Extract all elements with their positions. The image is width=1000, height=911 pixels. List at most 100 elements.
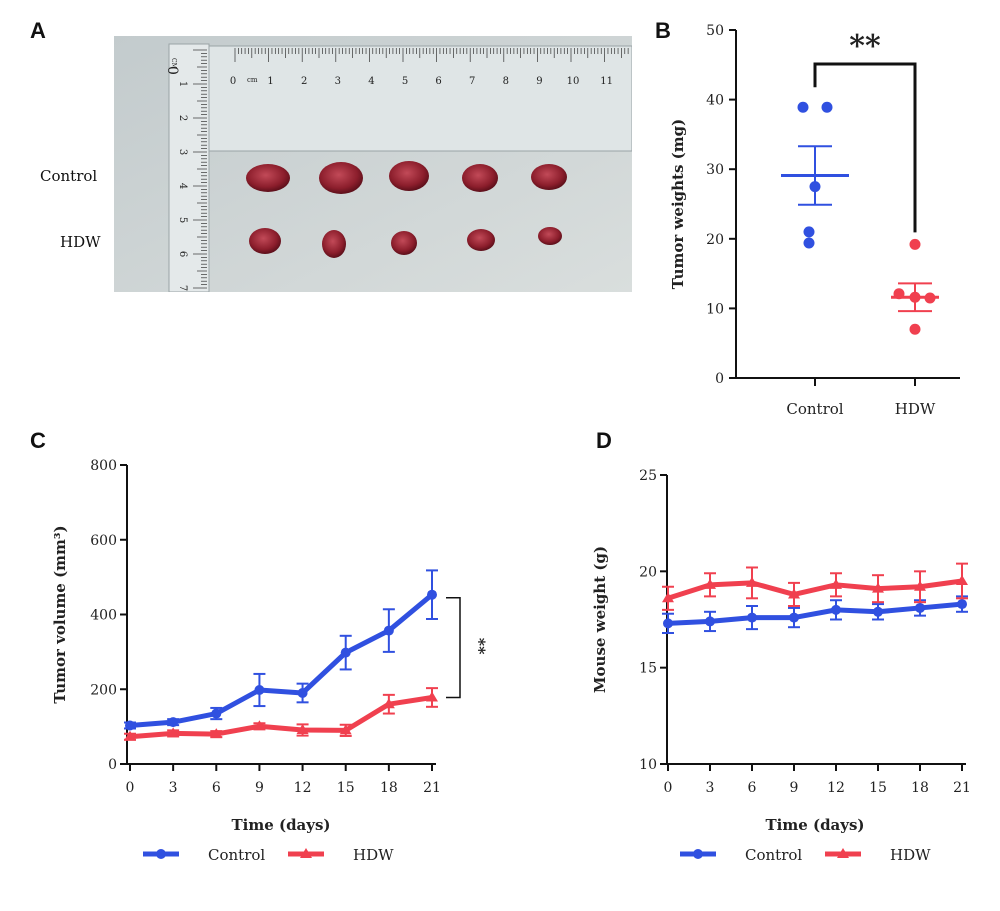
ruler-h-label: 2 (301, 76, 307, 87)
d-point-hdw (662, 592, 674, 603)
c-y-tick-label: 0 (108, 757, 117, 773)
c-y-tick-label: 400 (90, 608, 117, 624)
c-legend-label-hdw: HDW (353, 846, 394, 864)
c-point-hdw (382, 698, 395, 709)
d-legend-label-hdw: HDW (890, 846, 931, 864)
b-data-point-control (821, 101, 833, 113)
d-point-control (747, 612, 757, 623)
c-x-tick-label: 0 (126, 780, 135, 796)
tumor-control-2 (319, 162, 363, 194)
c-point-hdw (253, 720, 266, 731)
d-point-hdw (872, 582, 884, 593)
c-point-control (427, 589, 437, 600)
vertical-ruler: 1 2 3 4 5 6 7 (177, 49, 207, 291)
d-point-control (831, 604, 841, 615)
b-y-tick-label: 30 (706, 162, 724, 178)
ruler-h-label: 3 (335, 76, 341, 87)
c-point-control (125, 720, 135, 731)
c-point-control (254, 684, 265, 695)
ruler-h-label: 10 (567, 76, 580, 87)
horizontal-ruler: 0 1 2 3 4 5 6 7 8 9 10 11 cm (230, 48, 629, 87)
panel-a-letter: A (30, 18, 46, 43)
b-data-point-hdw (909, 291, 921, 303)
c-legend-label-control: Control (208, 846, 265, 864)
c-x-tick-label: 9 (255, 780, 264, 796)
b-y-axis-label: Tumor weights (mg) (669, 119, 687, 289)
ruler-v-label: 7 (177, 285, 188, 291)
b-data-point-hdw (909, 323, 921, 335)
ruler-v-label: 2 (177, 115, 188, 121)
ruler-h-label: 9 (536, 76, 542, 87)
panel-c-letter: C (30, 428, 46, 453)
tumor-photo: 0 1 2 3 4 5 6 7 8 9 10 11 cm 1 2 3 4 5 6 7 0 CM (114, 36, 632, 292)
b-significance-bracket (813, 62, 917, 233)
ruler-h-label: 6 (435, 76, 441, 87)
d-y-tick-label: 10 (639, 757, 657, 773)
b-y-tick-label: 40 (706, 93, 724, 109)
b-y-tick-label: 50 (706, 23, 724, 39)
photo-row-label-control: Control (40, 167, 98, 185)
c-x-tick-label: 15 (337, 780, 355, 796)
ruler-h-label: 4 (368, 76, 374, 87)
c-series-line-hdw (129, 695, 433, 740)
c-point-control (211, 708, 222, 719)
ruler-v-label: 6 (177, 251, 188, 257)
d-x-tick-label: 6 (748, 780, 757, 796)
c-point-control (168, 717, 179, 728)
d-x-tick-label: 18 (911, 780, 929, 796)
d-point-control (789, 612, 799, 623)
d-point-control (957, 599, 967, 610)
c-x-tick-label: 21 (423, 780, 441, 796)
b-y-tick-label: 0 (715, 371, 724, 387)
ruler-v-unit: CM (170, 58, 177, 69)
b-data-point-control (803, 237, 815, 249)
d-x-tick-label: 3 (706, 780, 715, 796)
c-y-tick-label: 600 (90, 533, 117, 549)
c-x-tick-label: 6 (212, 780, 221, 796)
d-x-axis-label: Time (days) (765, 816, 864, 834)
d-x-tick-label: 9 (790, 780, 799, 796)
c-x-tick-label: 18 (380, 780, 398, 796)
d-point-hdw (788, 588, 800, 599)
d-y-tick-label: 20 (639, 564, 657, 580)
c-point-hdw (426, 691, 438, 702)
b-data-point-hdw (893, 288, 905, 300)
ruler-h-label: 11 (600, 76, 613, 87)
c-series-line-control (129, 592, 434, 728)
tumor-hdw-4 (467, 229, 495, 251)
c-significance-bracket (446, 596, 461, 699)
d-y-axis-label: Mouse weight (g) (591, 546, 609, 693)
ruler-h-unit: cm (247, 76, 258, 84)
tumor-hdw-1 (249, 228, 281, 254)
d-x-tick-label: 12 (827, 780, 845, 796)
tumor-control-1 (246, 164, 290, 192)
c-y-tick-label: 200 (90, 682, 117, 698)
d-y-tick-label: 15 (639, 661, 657, 677)
ruler-v-label: 5 (177, 217, 188, 223)
c-y-tick-label: 800 (90, 458, 117, 474)
photo-row-label-hdw: HDW (60, 233, 101, 251)
ruler-v-label: 3 (177, 149, 188, 155)
c-point-control (383, 625, 394, 636)
ruler-h-label: 1 (267, 76, 273, 87)
d-point-control (705, 616, 715, 627)
c-point-hdw (339, 724, 352, 735)
b-y-tick-label: 20 (706, 232, 724, 248)
d-point-hdw (746, 576, 758, 587)
ruler-h-label: 0 (230, 76, 236, 87)
ruler-h-label: 8 (503, 76, 509, 87)
c-x-tick-label: 12 (294, 780, 312, 796)
c-x-tick-label: 3 (169, 780, 178, 796)
d-point-control (663, 618, 673, 629)
b-significance-label: ** (849, 29, 881, 64)
c-x-axis-label: Time (days) (231, 816, 330, 834)
b-data-point-control (797, 101, 809, 113)
tumor-hdw-2 (322, 230, 346, 258)
c-point-hdw (167, 727, 180, 738)
d-legend-marker-control (693, 849, 703, 859)
c-legend-marker-control (156, 849, 166, 859)
d-point-hdw (956, 574, 968, 585)
tumor-control-4 (462, 164, 498, 192)
c-point-control (340, 647, 351, 658)
b-data-point-control (803, 226, 815, 238)
